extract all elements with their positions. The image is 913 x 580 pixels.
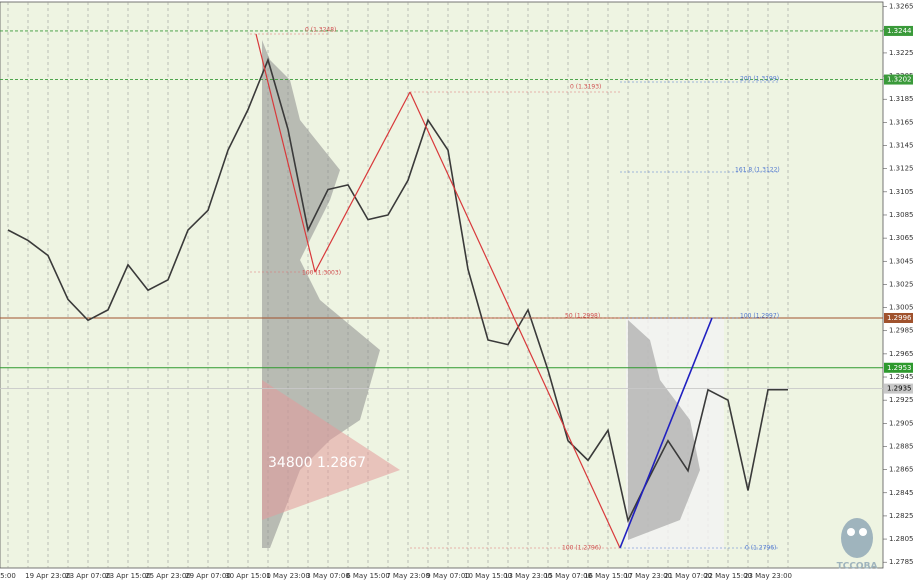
x-tick-label: 23 Apr 15:00 — [105, 572, 151, 580]
x-tick-label: 5:00 — [0, 572, 16, 580]
y-tick-label: 1.2805 — [889, 535, 913, 543]
y-tick-label: 1.3025 — [889, 280, 913, 288]
y-tick-label: 1.3005 — [889, 304, 913, 312]
y-tick-label: 1.3085 — [889, 211, 913, 219]
price-line — [7, 57, 788, 523]
price-tag — [884, 25, 913, 36]
x-tick-label: 30 Apr 15:00 — [225, 572, 271, 580]
y-tick-label: 1.3265 — [889, 3, 913, 11]
y-tick-label: 1.3185 — [889, 95, 913, 103]
y-tick-label: 1.2905 — [889, 419, 913, 427]
y-tick-label: 1.3105 — [889, 188, 913, 196]
annotation: 100 (1.3003) — [302, 270, 341, 277]
plot-area — [0, 1, 884, 569]
x-tick-label: 9 May 07:00 — [426, 572, 470, 580]
price-tag-label: 1.3202 — [887, 76, 912, 84]
x-tick-label: 15 May 07:00 — [544, 572, 592, 580]
arrow-blue — [619, 317, 713, 549]
y-tick-label: 1.2965 — [889, 350, 913, 358]
x-tick-label: 21 May 07:00 — [664, 572, 712, 580]
y-tick-label: 1.2985 — [889, 327, 913, 335]
x-tick-label: 3 May 07:00 — [306, 572, 350, 580]
fib-lines-blue — [620, 81, 780, 549]
grid — [7, 2, 789, 568]
y-tick-label: 1.3145 — [889, 142, 913, 150]
annotation: 100 (1.2997) — [740, 313, 779, 320]
price-tag-label: 1.3244 — [887, 27, 912, 35]
price-tag — [884, 362, 913, 373]
x-tick-label: 6 May 15:00 — [346, 572, 390, 580]
x-tick-label: 29 Apr 07:00 — [185, 572, 231, 580]
y-tick-label: 1.2865 — [889, 466, 913, 474]
y-tick-label: 1.2925 — [889, 396, 913, 404]
y-tick-label: 1.2845 — [889, 489, 913, 497]
price-tag — [884, 383, 913, 394]
annotation: 200 (1.3199) — [740, 76, 779, 83]
x-tick-label: 23 Apr 07:00 — [65, 572, 111, 580]
annotation: 0 (1.3193) — [570, 84, 601, 91]
y-tick-label: 1.3165 — [889, 118, 913, 126]
levels — [0, 30, 883, 390]
annotation: 0 (1.3248) — [305, 27, 336, 34]
annotations: 0 (1.3248) 100 (1.3003) 0 (1.3193) 50 (1.29… — [268, 27, 780, 552]
annotation: 0 (1.2796) — [745, 545, 776, 552]
x-tick-label: 19 Apr 23:00 — [25, 572, 71, 580]
annotation: 50 (1.2998) — [565, 313, 600, 320]
series — [7, 57, 788, 523]
y-tick-label: 1.3125 — [889, 165, 913, 173]
logo-eye — [859, 528, 867, 536]
y-tick-label: 1.3065 — [889, 234, 913, 242]
x-tick-label: 7 May 23:00 — [386, 572, 430, 580]
x-tick-label: 22 May 15:00 — [704, 572, 752, 580]
x-tick-label: 17 May 23:00 — [624, 572, 672, 580]
y-tick-label: 1.2945 — [889, 373, 913, 381]
y-tick-label: 1.2825 — [889, 512, 913, 520]
x-tick-label: 1 May 23:00 — [266, 572, 310, 580]
x-tick-label: 25 Apr 23:00 — [145, 572, 191, 580]
y-tick-label: 1.3225 — [889, 49, 913, 57]
arrows — [255, 33, 621, 549]
volume-profile-poc — [262, 380, 400, 520]
y-tick-label: 1.3045 — [889, 257, 913, 265]
x-tick-label: 23 May 23:00 — [744, 572, 792, 580]
y-tick-label: 1.2785 — [889, 558, 913, 566]
annotation: 34800 1.2867 — [268, 455, 366, 471]
logo-text: TCCOBA — [837, 562, 878, 572]
price-tag — [884, 312, 913, 323]
logo-eye — [847, 528, 855, 536]
price-tag-label: 1.2935 — [887, 385, 912, 393]
price-tag-label: 1.2953 — [887, 364, 912, 372]
x-tick-label: 16 May 15:00 — [584, 572, 632, 580]
logo: TCCOBA — [837, 518, 878, 572]
annotation: 100 (1.2796) — [562, 545, 601, 552]
price-tag-label: 1.2996 — [887, 314, 912, 322]
annotation: 161.8 (1.3122) — [735, 167, 780, 174]
price-tag — [884, 74, 913, 85]
x-tick-label: 13 May 23:00 — [504, 572, 552, 580]
logo-owl — [841, 518, 873, 558]
y-tick-label: 1.2885 — [889, 442, 913, 450]
fib-lines — [250, 33, 620, 549]
x-tick-label: 10 May 15:00 — [464, 572, 512, 580]
